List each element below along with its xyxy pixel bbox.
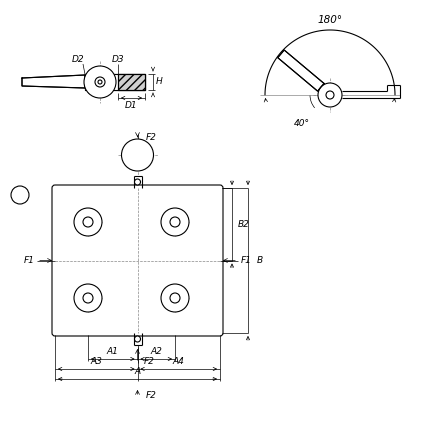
Circle shape [122, 139, 153, 171]
Circle shape [170, 293, 180, 303]
Circle shape [83, 217, 93, 227]
Circle shape [161, 284, 189, 312]
Polygon shape [85, 74, 145, 90]
Circle shape [84, 66, 116, 98]
Circle shape [326, 91, 334, 99]
Circle shape [134, 179, 140, 185]
Text: A1: A1 [107, 347, 119, 357]
Text: F2: F2 [146, 390, 157, 400]
FancyBboxPatch shape [52, 185, 223, 336]
Circle shape [98, 80, 102, 84]
Polygon shape [278, 50, 324, 91]
Text: H: H [156, 77, 162, 87]
Circle shape [134, 336, 140, 342]
Text: A: A [17, 190, 23, 200]
Text: D1: D1 [125, 100, 138, 110]
Circle shape [74, 208, 102, 236]
Circle shape [83, 293, 93, 303]
Circle shape [11, 186, 29, 204]
Text: 40°: 40° [294, 118, 310, 127]
Text: A4: A4 [173, 358, 185, 366]
Text: F1: F1 [241, 256, 252, 265]
Text: 180°: 180° [317, 15, 343, 25]
Text: F2: F2 [146, 133, 157, 141]
Circle shape [95, 77, 105, 87]
Polygon shape [22, 75, 85, 88]
Text: A3: A3 [90, 358, 102, 366]
Text: B2: B2 [238, 220, 250, 229]
Circle shape [170, 217, 180, 227]
Text: A2: A2 [150, 347, 162, 357]
Circle shape [318, 83, 342, 107]
Circle shape [74, 284, 102, 312]
Polygon shape [118, 74, 145, 90]
Text: F1: F1 [24, 256, 34, 265]
Text: B: B [257, 256, 263, 265]
Text: D2: D2 [72, 56, 84, 65]
Circle shape [161, 208, 189, 236]
Text: F2: F2 [144, 357, 155, 366]
Text: A: A [134, 367, 140, 377]
Text: D3: D3 [112, 54, 124, 64]
